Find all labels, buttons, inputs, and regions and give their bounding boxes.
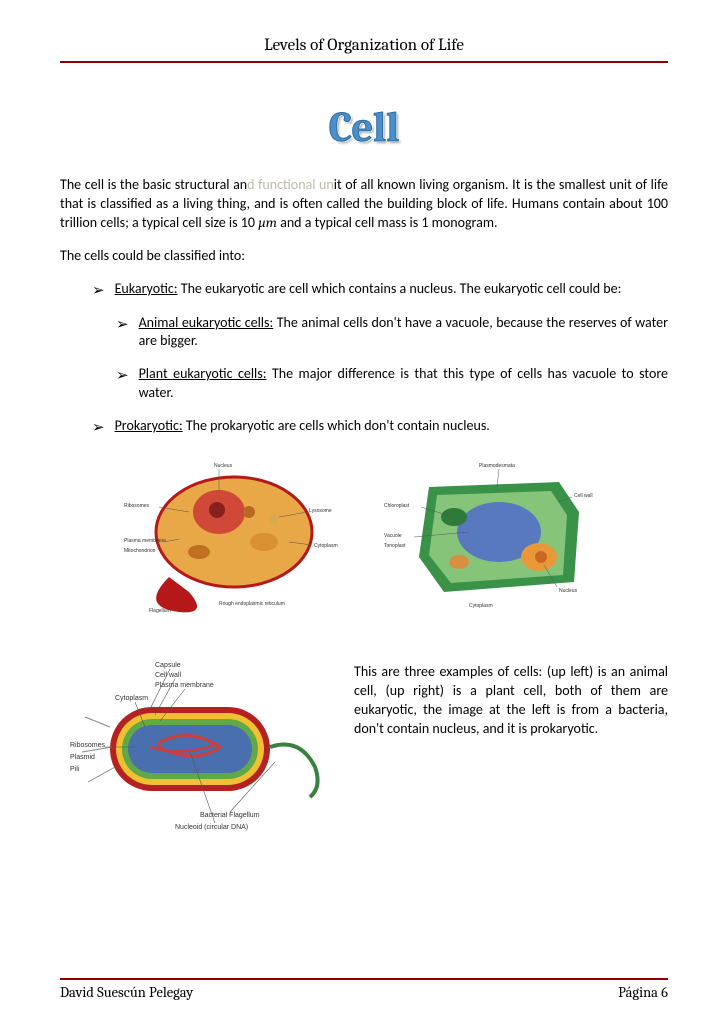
intro-unit: µm: [258, 214, 277, 231]
item-eukaryotic: ➢ Eukaryotic: The eukaryotic are cell wh…: [92, 280, 668, 300]
svg-text:Cell wall: Cell wall: [574, 493, 593, 499]
arrow-icon: ➢: [116, 315, 129, 334]
arrow-icon: ➢: [92, 281, 105, 300]
header-rule: [60, 61, 668, 63]
svg-text:Pili: Pili: [70, 766, 80, 773]
svg-text:Bacterial Flagellum: Bacterial Flagellum: [200, 812, 260, 819]
eukaryotic-desc: The eukaryotic are cell which contains a…: [178, 280, 622, 297]
bacteria-svg: Capsule Cell wall Plasma membrane Cytopl…: [60, 647, 330, 837]
svg-text:Cytoplasm: Cytoplasm: [314, 543, 338, 549]
plant-cell-svg: Plasmodesmata Chloroplast Vacuole Tonopl…: [379, 457, 609, 617]
svg-text:Nucleus: Nucleus: [214, 463, 233, 469]
prokaryotic-desc: The prokaryotic are cells which don't co…: [183, 417, 490, 434]
svg-text:Capsule: Capsule: [155, 662, 181, 669]
svg-text:Rough endoplasmic reticulum: Rough endoplasmic reticulum: [219, 601, 285, 607]
plant-cell-figure: Plasmodesmata Chloroplast Vacuole Tonopl…: [379, 457, 609, 617]
svg-text:Tonoplast: Tonoplast: [384, 543, 406, 549]
footer-author: David Suescún Pelegay: [60, 984, 193, 1001]
animal-cell-figure: Nucleus Ribosomes Plasma membrane Mitoch…: [119, 457, 349, 617]
arrow-icon: ➢: [116, 366, 129, 385]
prokaryotic-text: Prokaryotic: The prokaryotic are cells w…: [115, 417, 668, 436]
svg-text:Nucleoid (circular DNA): Nucleoid (circular DNA): [175, 824, 248, 831]
svg-text:Cytoplasm: Cytoplasm: [115, 695, 148, 702]
svg-text:Plasmid: Plasmid: [70, 754, 95, 761]
intro-paragraph: The cell is the basic structural and fun…: [60, 176, 668, 233]
intro-faded: d functional un: [247, 176, 334, 193]
eukaryotic-term: Eukaryotic:: [115, 280, 178, 297]
svg-text:Vacuole: Vacuole: [384, 533, 402, 539]
svg-text:Ribosomes: Ribosomes: [124, 503, 150, 509]
animal-cell-svg: Nucleus Ribosomes Plasma membrane Mitoch…: [119, 457, 349, 617]
animal-term: Animal eukaryotic cells:: [139, 314, 274, 331]
intro-p3: and a typical cell mass is 1 monogram.: [277, 214, 498, 231]
item-animal: ➢ Animal eukaryotic cells: The animal ce…: [116, 314, 668, 352]
eukaryotic-text: Eukaryotic: The eukaryotic are cell whic…: [115, 280, 668, 299]
item-prokaryotic: ➢ Prokaryotic: The prokaryotic are cells…: [92, 417, 668, 437]
svg-text:Nucleus: Nucleus: [559, 588, 578, 594]
svg-text:Plasma membrane: Plasma membrane: [124, 538, 166, 544]
svg-text:Cytoplasm: Cytoplasm: [469, 603, 493, 609]
figure-caption: This are three examples of cells: (up le…: [354, 647, 668, 739]
svg-text:Mitochondrion: Mitochondrion: [124, 548, 156, 554]
prokaryotic-term: Prokaryotic:: [115, 417, 183, 434]
bacteria-figure: Capsule Cell wall Plasma membrane Cytopl…: [60, 647, 330, 837]
footer-rule: [60, 978, 668, 980]
svg-text:Plasma membrane: Plasma membrane: [155, 682, 214, 689]
classify-intro: The cells could be classified into:: [60, 247, 668, 266]
item-plant: ➢ Plant eukaryotic cells: The major diff…: [116, 365, 668, 403]
main-heading: Cell: [60, 103, 668, 152]
arrow-icon: ➢: [92, 418, 105, 437]
intro-p1: The cell is the basic structural an: [60, 176, 247, 193]
plant-term: Plant eukaryotic cells:: [139, 365, 267, 382]
figures-row: Nucleus Ribosomes Plasma membrane Mitoch…: [60, 457, 668, 617]
bottom-section: Capsule Cell wall Plasma membrane Cytopl…: [60, 647, 668, 837]
animal-text: Animal eukaryotic cells: The animal cell…: [139, 314, 668, 352]
svg-text:Ribosomes: Ribosomes: [70, 742, 106, 749]
svg-text:Flagellum: Flagellum: [149, 608, 171, 614]
svg-text:Chloroplast: Chloroplast: [384, 503, 410, 509]
page-header-title: Levels of Organization of Life: [60, 36, 668, 61]
svg-text:Lysosome: Lysosome: [309, 508, 332, 514]
footer-page: Página 6: [618, 984, 668, 1001]
page-footer: David Suescún Pelegay Página 6: [60, 978, 668, 1001]
plant-text: Plant eukaryotic cells: The major differ…: [139, 365, 668, 403]
svg-text:Plasmodesmata: Plasmodesmata: [479, 463, 515, 469]
